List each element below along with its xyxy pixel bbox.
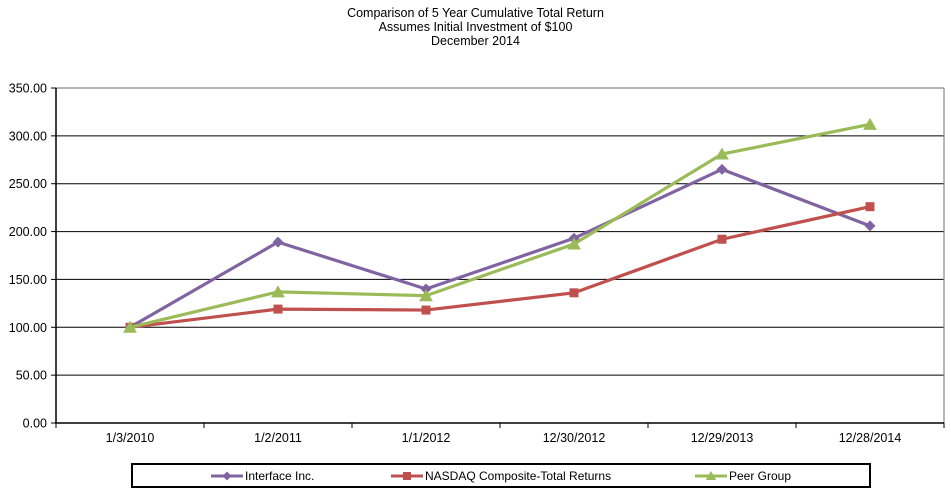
chart-title: Comparison of 5 Year Cumulative Total Re… (0, 6, 951, 48)
legend: Interface Inc. NASDAQ Composite-Total Re… (131, 463, 871, 488)
series-line-interface-inc (129, 167, 871, 329)
data-point-nasdaq-composite-total-returns (273, 304, 283, 314)
legend-marker-shape (222, 471, 232, 481)
y-axis-tick-label: 300.00 (9, 129, 47, 143)
series-line-nasdaq-composite-total-returns (129, 205, 871, 329)
y-axis-tick-label: 200.00 (9, 225, 47, 239)
x-axis-tick-label: 12/29/2013 (691, 431, 754, 445)
legend-marker-shape (705, 471, 717, 480)
x-axis-tick-label: 1/3/2010 (106, 431, 155, 445)
chart-title-line2: Assumes Initial Investment of $100 (378, 20, 573, 34)
y-axis-tick-label: 150.00 (9, 273, 47, 287)
data-point-nasdaq-composite-total-returns (865, 202, 875, 212)
y-axis-tick-label: 250.00 (9, 177, 47, 191)
x-axis-tick-label: 12/28/2014 (839, 431, 902, 445)
y-axis-tick-label: 350.00 (9, 82, 47, 96)
data-point-peer-group (271, 285, 285, 298)
data-point-nasdaq-composite-total-returns (717, 234, 727, 244)
legend-item-peer-group: Peer Group (695, 467, 791, 485)
data-point-peer-group (863, 117, 877, 130)
legend-marker-triangle-icon (695, 471, 727, 480)
x-axis-tick-label: 1/2/2011 (254, 431, 302, 445)
data-point-peer-group (123, 320, 137, 333)
data-point-interface-inc (420, 283, 432, 295)
data-point-peer-group (567, 237, 581, 250)
data-point-interface-inc (716, 163, 728, 175)
x-axis-tick-label: 12/30/2012 (543, 431, 606, 445)
data-point-nasdaq-composite-total-returns (421, 305, 431, 315)
legend-label: Peer Group (729, 469, 792, 483)
series-line-peer-group (129, 122, 871, 329)
data-point-peer-group (419, 289, 433, 302)
legend-item-nasdaq-composite-total-returns: NASDAQ Composite-Total Returns (391, 467, 611, 485)
data-point-peer-group (715, 147, 729, 160)
y-axis-tick-label: 0.00 (23, 417, 47, 431)
data-point-interface-inc (864, 220, 876, 232)
y-axis-tick-label: 50.00 (16, 369, 47, 383)
chart-title-line1: Comparison of 5 Year Cumulative Total Re… (347, 6, 604, 20)
data-point-interface-inc (272, 236, 284, 248)
x-axis-tick-label: 1/1/2012 (402, 431, 451, 445)
y-axis-tick-label: 100.00 (9, 321, 47, 335)
legend-marker-shape (403, 472, 411, 480)
chart-title-line3: December 2014 (431, 34, 520, 48)
legend-marker-diamond-icon (211, 471, 243, 481)
legend-label: NASDAQ Composite-Total Returns (425, 469, 612, 483)
legend-label: Interface Inc. (245, 469, 315, 483)
legend-item-interface-inc: Interface Inc. (211, 467, 314, 485)
legend-marker-square-icon (391, 472, 423, 480)
data-point-nasdaq-composite-total-returns (569, 288, 579, 298)
